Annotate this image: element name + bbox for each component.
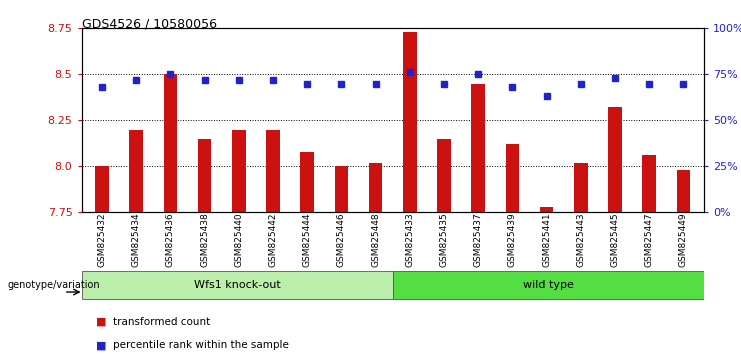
FancyBboxPatch shape: [393, 271, 704, 299]
Text: GDS4526 / 10580056: GDS4526 / 10580056: [82, 18, 216, 31]
Text: GSM825440: GSM825440: [234, 212, 243, 267]
Bar: [130, 130, 143, 212]
Text: GSM825448: GSM825448: [371, 212, 380, 267]
Text: GSM825446: GSM825446: [337, 212, 346, 267]
Text: GSM825444: GSM825444: [303, 212, 312, 267]
Text: ■: ■: [96, 317, 107, 327]
Bar: [164, 74, 177, 212]
Bar: [369, 163, 382, 212]
Text: percentile rank within the sample: percentile rank within the sample: [113, 340, 288, 350]
Text: wild type: wild type: [523, 280, 574, 290]
Text: GSM825437: GSM825437: [473, 212, 482, 267]
Text: GSM825445: GSM825445: [611, 212, 619, 267]
Text: GSM825439: GSM825439: [508, 212, 517, 267]
Text: GSM825433: GSM825433: [405, 212, 414, 267]
Bar: [437, 139, 451, 212]
Text: GSM825435: GSM825435: [439, 212, 448, 267]
Bar: [266, 130, 280, 212]
Text: GSM825447: GSM825447: [645, 212, 654, 267]
Bar: [505, 144, 519, 212]
Text: genotype/variation: genotype/variation: [7, 280, 100, 290]
Bar: [642, 155, 656, 212]
Text: GSM825436: GSM825436: [166, 212, 175, 267]
Text: GSM825441: GSM825441: [542, 212, 551, 267]
Text: GSM825443: GSM825443: [576, 212, 585, 267]
Text: GSM825432: GSM825432: [98, 212, 107, 267]
Text: GSM825438: GSM825438: [200, 212, 209, 267]
Text: GSM825434: GSM825434: [132, 212, 141, 267]
Bar: [232, 130, 246, 212]
Text: transformed count: transformed count: [113, 317, 210, 327]
Bar: [539, 207, 554, 212]
Bar: [198, 139, 211, 212]
Text: Wfs1 knock-out: Wfs1 knock-out: [193, 280, 281, 290]
Bar: [335, 166, 348, 212]
Bar: [95, 166, 109, 212]
FancyBboxPatch shape: [82, 271, 393, 299]
Bar: [300, 152, 314, 212]
Bar: [471, 84, 485, 212]
Text: GSM825449: GSM825449: [679, 212, 688, 267]
Bar: [608, 108, 622, 212]
Text: GSM825442: GSM825442: [268, 212, 278, 267]
Bar: [574, 163, 588, 212]
Text: ■: ■: [96, 340, 107, 350]
Bar: [403, 32, 416, 212]
Bar: [677, 170, 691, 212]
